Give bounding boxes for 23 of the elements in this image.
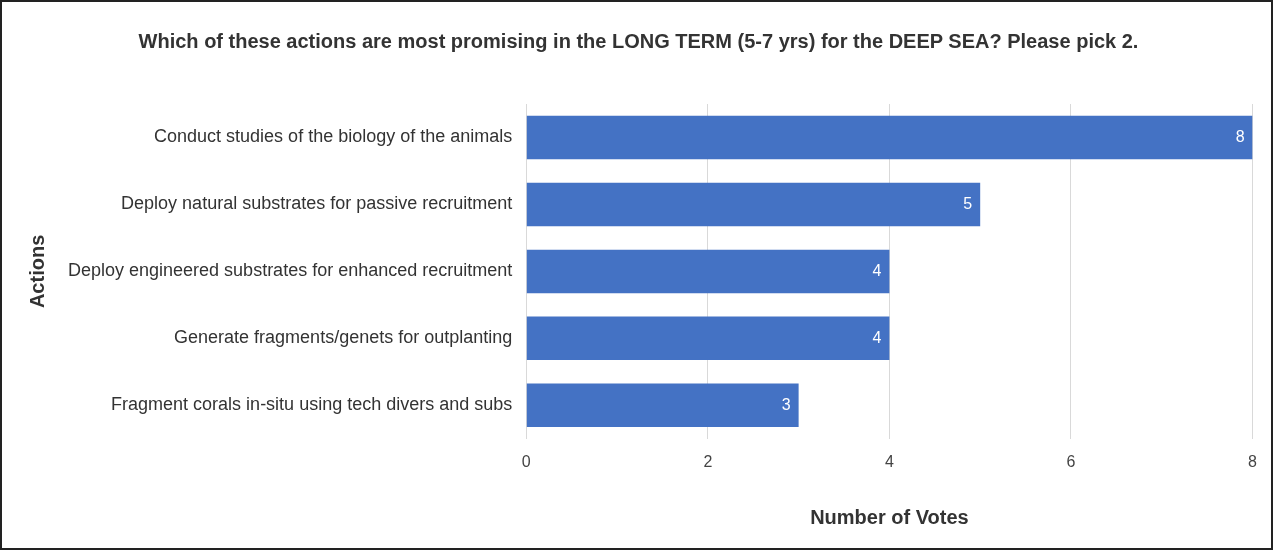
y-tick-label: Deploy natural substrates for passive recruitment <box>121 193 513 214</box>
x-tick-label: 2 <box>703 452 713 470</box>
data-label: 3 <box>781 395 791 413</box>
bar <box>526 115 1253 160</box>
data-label: 5 <box>963 194 973 212</box>
data-label: 8 <box>1235 127 1245 145</box>
y-tick-label: Generate fragments/genets for outplanting <box>174 327 513 348</box>
y-tick-label: Conduct studies of the biology of the animals <box>154 126 513 147</box>
chart-title: Which of these actions are most promising in the LONG TERM (5-7 yrs) for the DEEP SEA? Please pick 2. <box>138 29 1139 52</box>
x-tick-label: 6 <box>1066 452 1076 470</box>
data-label: 4 <box>872 328 882 346</box>
data-label: 4 <box>872 261 882 279</box>
bar <box>526 383 799 428</box>
y-axis-title: Actions <box>25 234 48 309</box>
y-tick-label: Fragment corals in-situ using tech divers and subs <box>111 394 513 415</box>
bar <box>526 316 890 361</box>
x-axis-title: Number of Votes <box>810 505 969 528</box>
x-tick-label: 0 <box>521 452 531 470</box>
x-tick-label: 8 <box>1248 452 1258 470</box>
bar <box>526 249 890 294</box>
x-tick-label: 4 <box>884 452 894 470</box>
bar <box>526 182 981 227</box>
y-tick-label: Deploy engineered substrates for enhanced recruitment <box>68 260 513 281</box>
